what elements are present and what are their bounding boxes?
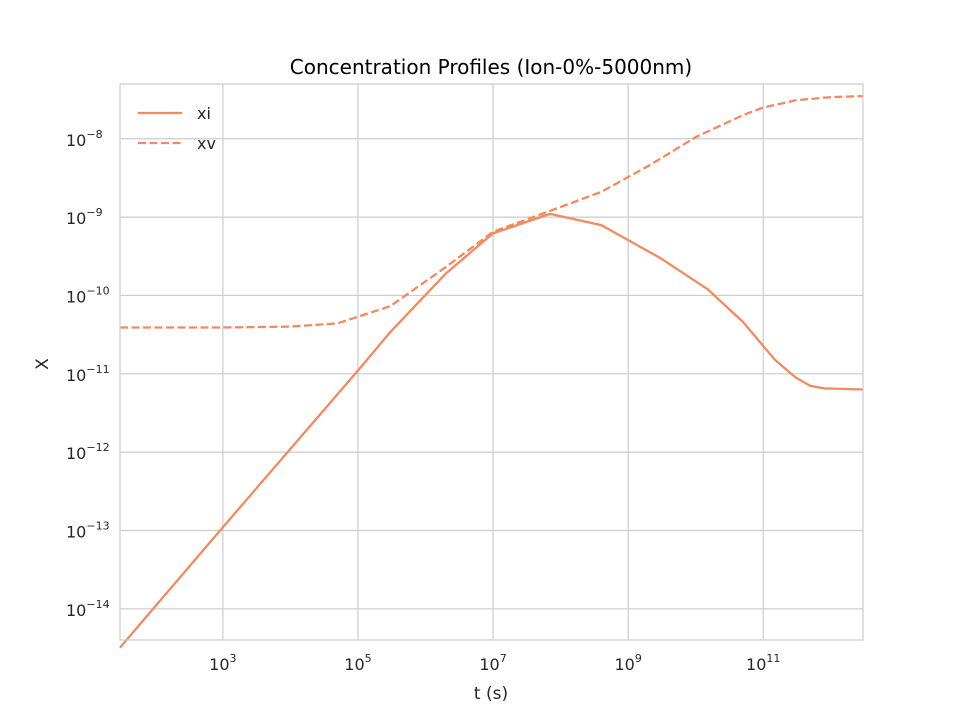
y-tick-label: 10−13 (66, 519, 110, 541)
series-line-xv (120, 94, 864, 329)
x-axis-label: t (s) (474, 684, 508, 704)
legend-label-xi: xi (197, 104, 211, 123)
x-tick-label: 109 (614, 652, 641, 674)
x-tick-label: 107 (479, 652, 506, 674)
plot-frame (119, 83, 864, 641)
legend-label-xv: xv (197, 134, 216, 153)
y-axis-label: X (33, 358, 53, 370)
legend: xi xv (138, 104, 216, 153)
x-tick-label: 105 (344, 652, 371, 674)
x-tick-label: 1011 (746, 652, 780, 674)
y-tick-label: 10−9 (66, 206, 103, 228)
grid-lines (120, 84, 863, 640)
series-lines (119, 94, 864, 649)
y-tick-label: 10−12 (66, 441, 110, 463)
chart-title: Concentration Profiles (Ion-0%-5000nm) (290, 55, 692, 79)
y-tick-label: 10−8 (66, 128, 103, 150)
y-tick-label: 10−11 (66, 363, 110, 385)
y-tick-label: 10−14 (66, 598, 110, 620)
x-tick-label: 103 (209, 652, 236, 674)
series-line-xi (119, 212, 864, 649)
y-tick-label: 10−10 (66, 284, 110, 306)
tick-labels: 103 105 107 109 1011 10−8 10−9 10−10 10−11 10−12 1… (66, 128, 780, 674)
